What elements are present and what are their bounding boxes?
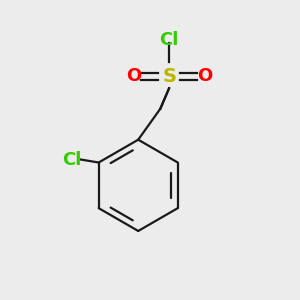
Text: Cl: Cl: [160, 31, 179, 49]
Text: O: O: [197, 68, 212, 85]
Text: Cl: Cl: [62, 151, 82, 169]
Text: O: O: [126, 68, 141, 85]
Text: S: S: [162, 67, 176, 86]
